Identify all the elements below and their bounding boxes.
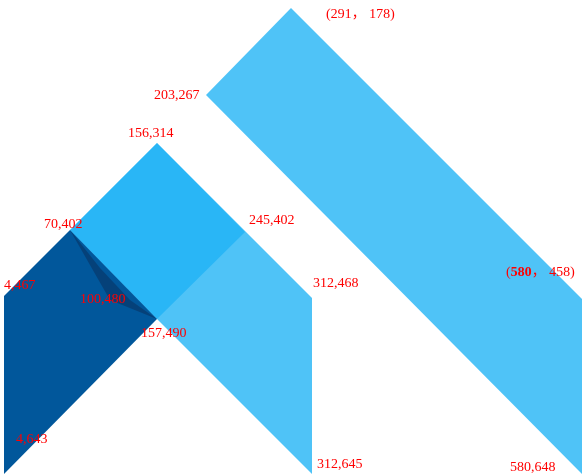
left-outer-label: 4,467	[4, 278, 36, 293]
inner-notch-label: 100,480	[80, 292, 126, 307]
left-peak-label: 70,402	[44, 217, 83, 232]
mid-right-label: 245,402	[249, 213, 295, 228]
small-right-bottom-label: 312,645	[317, 457, 363, 472]
mid-bottom-label: 157,490	[141, 326, 187, 341]
small-right-top-label: 312,468	[313, 276, 359, 291]
small-peak-label: 156,314	[128, 126, 174, 141]
big-stripe-left-label: 203,267	[154, 88, 200, 103]
big-stripe-shape	[206, 8, 582, 474]
big-stripe-right-label: (580， 458)	[506, 265, 575, 280]
big-bottom-right-label: 580,648	[510, 460, 556, 475]
small-peak-shape	[70, 143, 245, 319]
fold-shadow-shape	[70, 230, 157, 319]
top-right-corner-label: (291， 178)	[326, 7, 395, 22]
left-bottom-label: 4,643	[16, 432, 48, 447]
